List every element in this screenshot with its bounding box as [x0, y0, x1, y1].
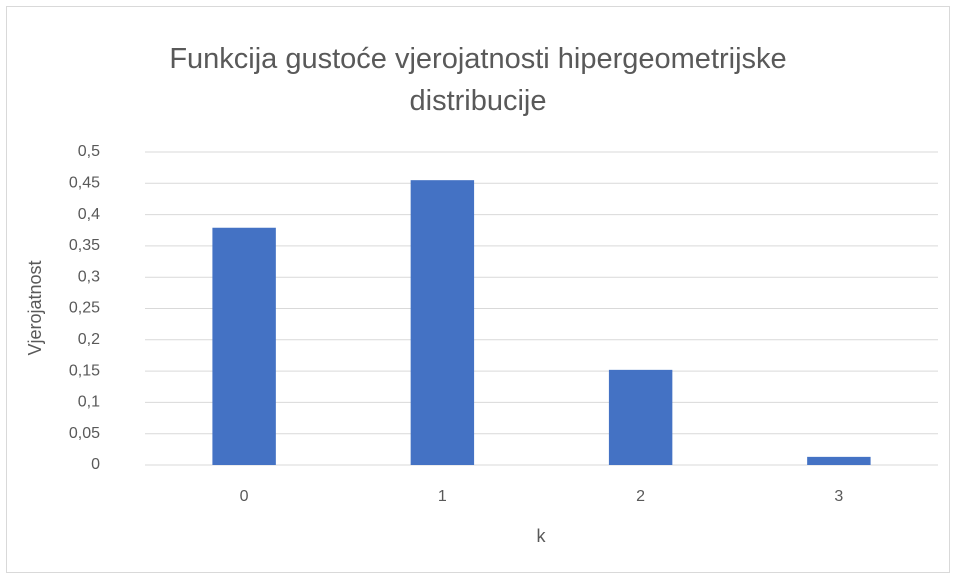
y-tick-label: 0,25 [69, 300, 100, 317]
bar [410, 180, 475, 466]
chart-title: Funkcija gustoće vjerojatnosti hipergeom… [169, 43, 787, 117]
x-axis-label: k [537, 526, 547, 546]
x-tick-label: 2 [636, 488, 645, 505]
bar [807, 456, 871, 465]
y-tick-label: 0,3 [78, 268, 100, 285]
y-tick-label: 0 [91, 456, 100, 473]
bar [608, 369, 673, 465]
y-tick-label: 0,15 [69, 362, 100, 379]
y-tick-label: 0,2 [78, 331, 100, 348]
x-tick-label: 1 [438, 488, 447, 505]
y-tick-label: 0,45 [69, 175, 100, 192]
y-tick-label: 0,35 [69, 237, 100, 254]
y-tick-label: 0,5 [78, 143, 100, 160]
y-tick-label: 0,05 [69, 425, 100, 442]
y-tick-label: 0,1 [78, 394, 100, 411]
y-axis-label: Vjerojatnost [25, 260, 45, 355]
y-tick-label: 0,4 [78, 206, 100, 223]
chart-frame [6, 6, 950, 573]
bar [212, 227, 276, 465]
x-tick-label: 3 [834, 488, 843, 505]
x-tick-label: 0 [240, 488, 249, 505]
